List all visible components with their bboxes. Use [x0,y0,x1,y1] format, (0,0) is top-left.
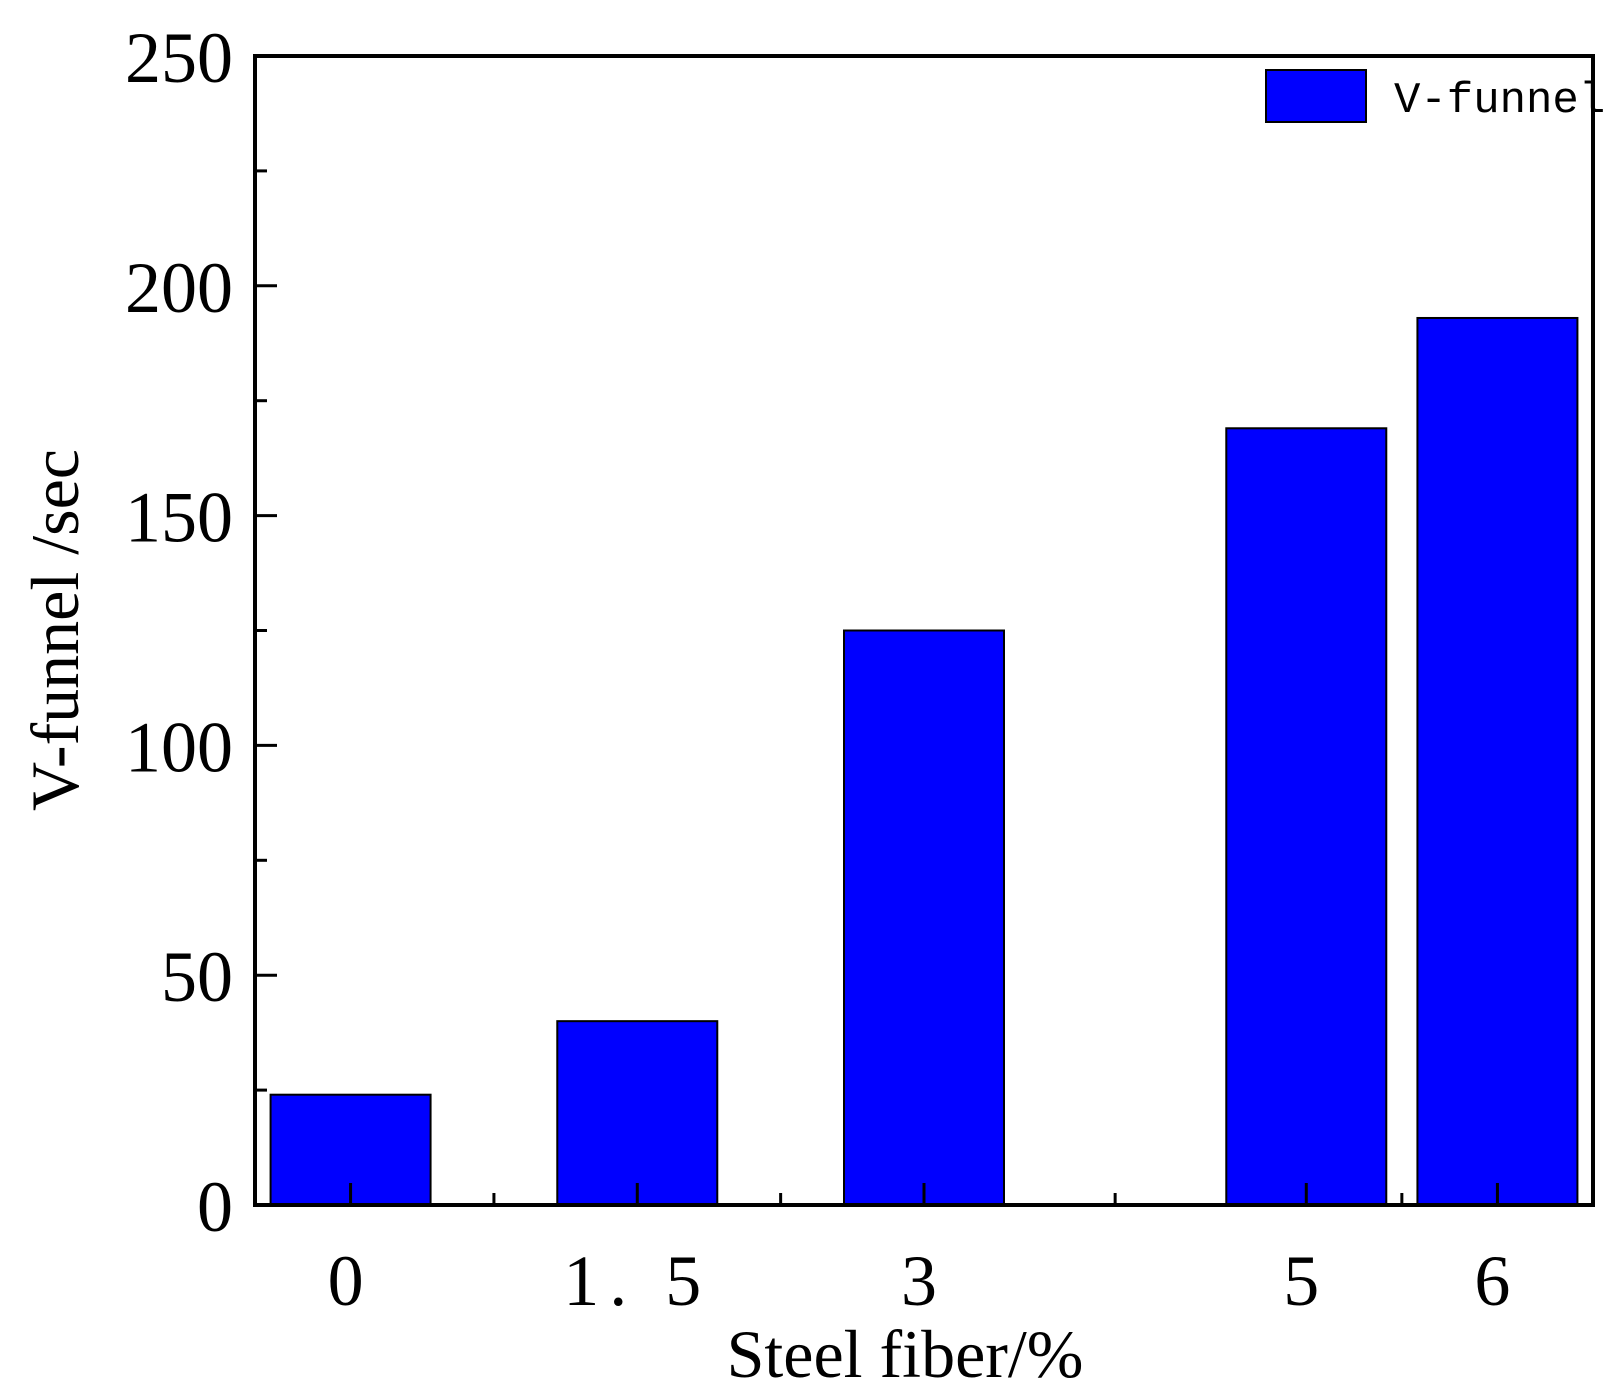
bar-1.5 [556,1020,719,1206]
bar-6 [1416,316,1579,1206]
x-ticks-group: 0 1. 5 3 5 6 [328,1183,1520,1321]
x-tick-label-6: 6 [1474,1241,1520,1321]
legend: V-funnel [1265,69,1605,126]
x-axis-title: Steel fiber/% [727,1316,1084,1392]
y-axis-title: V-funnel /sec [17,449,93,811]
y-tick-label-150: 150 [125,478,233,558]
bar-5 [1225,427,1388,1206]
x-tick-label-5: 5 [1283,1241,1329,1321]
legend-swatch [1265,69,1367,123]
y-tick-label-250: 250 [125,18,233,98]
y-ticks-group: 0 50 100 150 200 250 [125,18,277,1247]
bar-3 [843,629,1005,1206]
legend-label: V-funnel [1394,76,1605,126]
bars-group [269,316,1579,1207]
x-tick-label-1.5: 1. 5 [563,1241,711,1321]
x-tick-label-3: 3 [901,1241,947,1321]
y-tick-label-100: 100 [125,707,233,787]
plot-frame [253,54,1595,1207]
y-tick-label-50: 50 [161,937,233,1017]
x-tick-label-0: 0 [328,1241,374,1321]
y-tick-label-200: 200 [125,248,233,328]
y-tick-label-0: 0 [197,1167,233,1247]
